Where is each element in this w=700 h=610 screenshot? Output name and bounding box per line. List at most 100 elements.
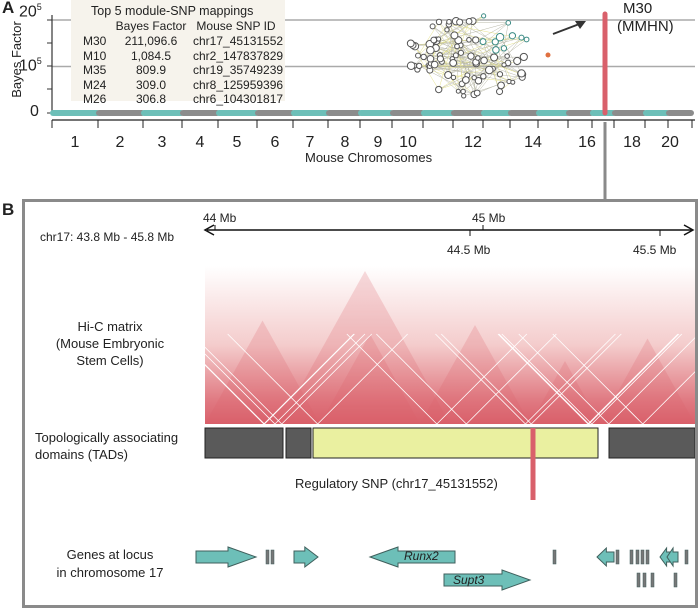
table-title: Top 5 module-SNP mappings xyxy=(91,4,254,18)
network-node xyxy=(501,62,507,68)
network-node xyxy=(497,81,505,90)
network-edge xyxy=(429,22,509,45)
network-node-highlight xyxy=(545,52,551,58)
network-edge xyxy=(412,41,484,46)
x-tick-label: 10 xyxy=(399,134,417,151)
tad-label: Topologically associating domains (TADs) xyxy=(35,430,179,462)
hic-tad-triangle xyxy=(280,271,450,424)
tad-block xyxy=(285,427,312,459)
network-node xyxy=(466,36,472,43)
hic-gap-line xyxy=(588,333,680,425)
network-node xyxy=(500,45,508,52)
scale-44-5mb: 44.5 Mb xyxy=(447,243,491,257)
network-node xyxy=(475,55,481,61)
hic-gap-line xyxy=(281,333,373,425)
gene-exon xyxy=(629,549,634,565)
network-node xyxy=(454,43,460,50)
hic-gap-line xyxy=(174,333,265,425)
hic-gap-line xyxy=(184,333,276,425)
gene-exon xyxy=(642,572,647,588)
panel-b-frame xyxy=(22,199,698,608)
hic-tad-triangle xyxy=(420,325,530,424)
network-node xyxy=(479,38,487,46)
network-node xyxy=(496,71,504,78)
network-node xyxy=(504,53,510,59)
network-node xyxy=(461,76,470,84)
arrow-head xyxy=(575,21,586,29)
x-tick-label: 12 xyxy=(464,134,482,151)
hic-gap-line xyxy=(264,333,355,425)
table-cell: M35 xyxy=(83,63,107,77)
hic-gap-line xyxy=(440,333,532,425)
hic-gap-line xyxy=(173,333,265,425)
table-cell: M10 xyxy=(83,48,107,63)
network-edge xyxy=(468,39,479,59)
regulatory-snp-label: Regulatory SNP (chr17_45131552) xyxy=(295,476,498,491)
network-node xyxy=(415,52,422,59)
hic-gap-line xyxy=(376,333,467,425)
x-tick-label: 8 xyxy=(340,134,350,151)
table-cell: chr2_147837829 xyxy=(193,48,284,63)
gene-exon xyxy=(684,549,689,565)
x-tick-label: 16 xyxy=(578,134,596,151)
scale-45mb: 45 Mb xyxy=(472,211,506,225)
table-cell: chr17_45131552 xyxy=(193,34,284,48)
network-node xyxy=(444,70,453,79)
table-cell: 306.8 xyxy=(135,92,167,106)
gene-arrow xyxy=(666,546,679,568)
network-node xyxy=(467,52,475,60)
gene-exon xyxy=(673,572,678,588)
gene-runx2-label: Runx2 xyxy=(404,549,439,563)
hic-gap-line xyxy=(525,333,616,425)
table-cell: chr19_35749239 xyxy=(193,63,284,77)
scale-44mb: 44 Mb xyxy=(203,211,237,225)
hic-gap-line xyxy=(263,333,355,425)
network-edge xyxy=(429,44,464,96)
network-node xyxy=(491,38,499,46)
x-tick-label: 6 xyxy=(270,134,280,151)
network-edge xyxy=(499,37,523,75)
x-tick-label: 20 xyxy=(661,134,679,151)
network-node xyxy=(436,55,444,63)
network-node xyxy=(435,85,443,94)
x-tick-label: 3 xyxy=(157,134,167,151)
highlight-module-name: (MMHN) xyxy=(617,18,674,35)
top-mappings-table: Top 5 module-SNP mappings Bayes Factor Mo… xyxy=(71,0,285,106)
gene-exon xyxy=(615,549,620,565)
gene-exon xyxy=(650,572,655,588)
network-node xyxy=(457,49,465,56)
region-label: chr17: 43.8 Mb - 45.8 Mb xyxy=(40,230,175,244)
network-node xyxy=(446,19,452,25)
x-tick-label: 9 xyxy=(373,134,383,151)
network-node xyxy=(429,23,436,30)
table-header: Bayes Factor xyxy=(115,19,187,33)
network-edge xyxy=(448,35,513,76)
table-cell: M30 xyxy=(83,34,107,48)
hic-tad-triangle xyxy=(600,338,695,424)
x-tick-label: 2 xyxy=(115,134,125,151)
network-edge xyxy=(455,21,501,75)
network-node xyxy=(513,56,522,66)
network-edge xyxy=(438,75,468,90)
network-node xyxy=(461,93,467,99)
scale-45-5mb: 45.5 Mb xyxy=(633,243,677,257)
hic-gap-line xyxy=(346,333,438,425)
panel-a-label: A xyxy=(2,0,15,17)
ytick-0: 0 xyxy=(30,103,39,120)
network-node xyxy=(495,32,505,42)
network-edge xyxy=(438,38,495,58)
hic-gap-line xyxy=(227,333,318,425)
x-axis-label: Mouse Chromosomes xyxy=(305,150,433,165)
gene-arrow xyxy=(195,546,258,568)
tad-block xyxy=(312,427,599,459)
network-node xyxy=(456,18,464,26)
hic-gap-line xyxy=(552,333,644,425)
hic-gap-line xyxy=(518,333,610,425)
network-node xyxy=(471,74,477,81)
network-edge xyxy=(438,35,455,90)
network-node xyxy=(430,36,438,44)
network-node xyxy=(518,34,525,41)
hic-gap-line xyxy=(466,333,557,425)
network-node xyxy=(523,36,530,43)
highlight-module-label: M30 xyxy=(623,0,653,17)
